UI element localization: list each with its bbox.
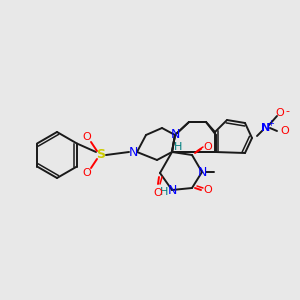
Text: N: N — [128, 146, 138, 158]
Text: O: O — [204, 185, 212, 195]
Text: N: N — [167, 184, 177, 196]
Text: -: - — [285, 106, 289, 116]
Text: N: N — [261, 123, 271, 133]
Text: O: O — [82, 132, 91, 142]
Text: O: O — [280, 126, 290, 136]
Text: O: O — [154, 188, 162, 198]
Text: H: H — [174, 142, 182, 152]
Text: H: H — [160, 187, 168, 197]
Text: O: O — [276, 108, 284, 118]
Text: N: N — [197, 166, 207, 178]
Text: O: O — [204, 142, 212, 152]
Text: +: + — [268, 119, 274, 128]
Text: S: S — [97, 148, 106, 161]
Text: O: O — [82, 168, 91, 178]
Text: N: N — [170, 128, 180, 142]
